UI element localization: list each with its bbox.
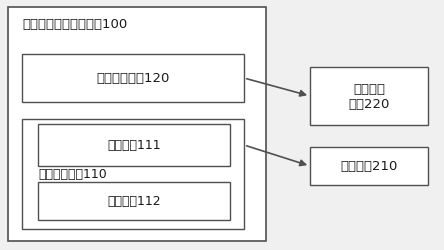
Bar bbox=[38, 182, 230, 220]
Text: 车载充电
模块220: 车载充电 模块220 bbox=[348, 83, 390, 110]
Text: 电动汽车的集成控制器100: 电动汽车的集成控制器100 bbox=[22, 18, 127, 30]
Bar bbox=[38, 124, 230, 166]
Text: 电控模块210: 电控模块210 bbox=[340, 160, 398, 173]
Text: 第一内核111: 第一内核111 bbox=[107, 139, 161, 152]
Bar bbox=[310, 68, 428, 126]
Bar bbox=[22, 120, 244, 229]
Text: 第二控制芯片120: 第二控制芯片120 bbox=[96, 72, 170, 85]
Bar bbox=[310, 148, 428, 185]
Text: 第一控制芯片110: 第一控制芯片110 bbox=[38, 168, 107, 181]
Text: 第二内核112: 第二内核112 bbox=[107, 195, 161, 208]
Bar bbox=[8, 8, 266, 241]
Bar bbox=[22, 55, 244, 102]
